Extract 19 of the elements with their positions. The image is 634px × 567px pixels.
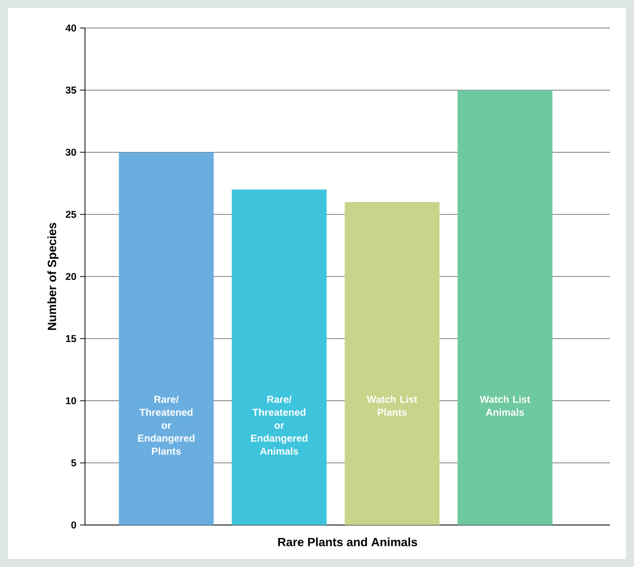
- y-tick-label: 30: [66, 148, 76, 156]
- bar: [118, 152, 214, 525]
- bar: [232, 190, 327, 525]
- bar: [458, 90, 552, 525]
- x-axis-title: Rare Plants and Animals: [278, 538, 418, 546]
- x-tick-label: Watch List Animals: [480, 396, 530, 416]
- bar: [344, 202, 440, 525]
- x-tick-label: Watch List Plants: [366, 396, 418, 416]
- y-axis-title: Number of Species: [47, 222, 59, 330]
- x-tick-label: Rare/ Threatened or Endangered Plants: [138, 396, 194, 455]
- x-tick-label: Rare/ Threatened or Endangered Animals: [251, 396, 308, 455]
- y-tick-label: 20: [66, 272, 76, 280]
- y-tick-label: 0: [71, 521, 76, 529]
- y-tick-label: 5: [71, 459, 76, 466]
- y-tick-label: 35: [66, 86, 76, 94]
- y-tick-label: 10: [66, 397, 76, 404]
- y-tick-label: 15: [66, 335, 76, 342]
- y-tick-label: 40: [66, 24, 76, 32]
- y-tick-label: 25: [66, 210, 76, 218]
